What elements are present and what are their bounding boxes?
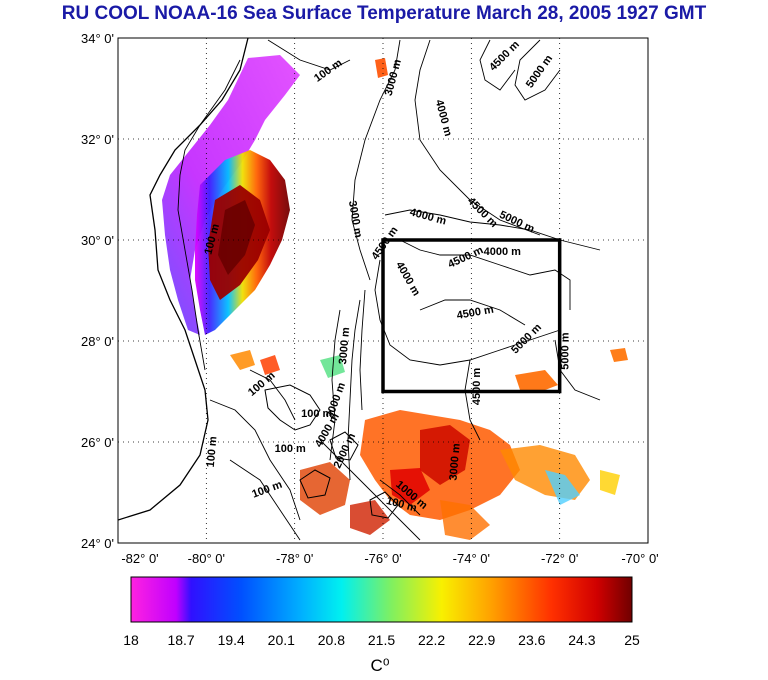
study-area-box [381,238,562,394]
contour-label: 4000 m [408,206,447,227]
contour-label: 4500 m [446,244,485,271]
bathymetry-contours [177,39,601,541]
sst-patches-south [230,58,628,540]
contour-label: 3000 m [337,326,352,364]
colorbar-tick-label: 21.5 [368,632,395,648]
longitude-label: -70° 0' [621,551,658,566]
contour-label: 4500 m [471,368,483,406]
colorbar [130,576,633,623]
contour-label: 3000 m [447,443,462,481]
contour-label: 100 m [301,408,332,420]
longitude-label: -74° 0' [453,551,490,566]
colorbar-tick-label: 23.6 [518,632,545,648]
contour-label: 4500 m [369,224,400,262]
latitude-label: 34° 0' [81,31,114,46]
colorbar-tick-labels: 18 18.7 19.4 20.1 20.8 21.5 22.2 22.9 23.6 24.3 25 [123,632,640,648]
latitude-labels: 34° 0' 32° 0' 30° 0' 28° 0' 26° 0' 24° 0' [81,31,114,551]
contour-label: 4000 m [484,246,522,258]
colorbar-tick-label: 18 [123,632,139,648]
contour-label: 100 m [312,57,345,85]
contour-label: 3000 m [346,200,364,239]
contour-label: 5000 m [497,209,536,236]
latitude-label: 24° 0' [81,536,114,551]
contour-label: 100 m [275,443,306,455]
latitude-label: 30° 0' [81,233,114,248]
colorbar-tick-label: 20.1 [268,632,295,648]
colorbar-tick-label: 19.4 [218,632,245,648]
contour-label: 100 m [205,436,220,468]
colorbar-tick-label: 18.7 [167,632,194,648]
latitude-label: 28° 0' [81,334,114,349]
map-title: RU COOL NOAA-16 Sea Surface Temperature … [61,3,707,24]
colorbar-tick-label: 20.8 [318,632,345,648]
colorbar-tick-label: 22.2 [418,632,445,648]
colorbar-tick-label: 25 [624,632,640,648]
colorbar-tick-label: 24.3 [568,632,595,648]
longitude-label: -80° 0' [188,551,225,566]
colorbar-unit: C⁰ [370,656,389,675]
longitude-labels: -82° 0' -80° 0' -78° 0' -76° 0' -74° 0' -72° … [121,551,658,566]
map-frame [117,37,649,544]
colorbar-tick-label: 22.9 [468,632,495,648]
contour-label: 4500 m [465,195,500,230]
longitude-label: -72° 0' [541,551,578,566]
latitude-label: 26° 0' [81,435,114,450]
longitude-label: -76° 0' [364,551,401,566]
contour-label: 4000 m [433,98,454,137]
contour-label: 5000 m [524,53,555,91]
contour-label: 4000 m [393,260,422,298]
longitude-label: -82° 0' [121,551,158,566]
contour-label: 100 m [250,479,284,501]
latitude-label: 32° 0' [81,132,114,147]
contour-label: 4500 m [487,38,522,73]
longitude-label: -78° 0' [276,551,313,566]
contour-label: 5000 m [560,332,572,370]
contour-label: 4500 m [456,304,495,322]
contour-label: 5000 m [509,321,544,356]
